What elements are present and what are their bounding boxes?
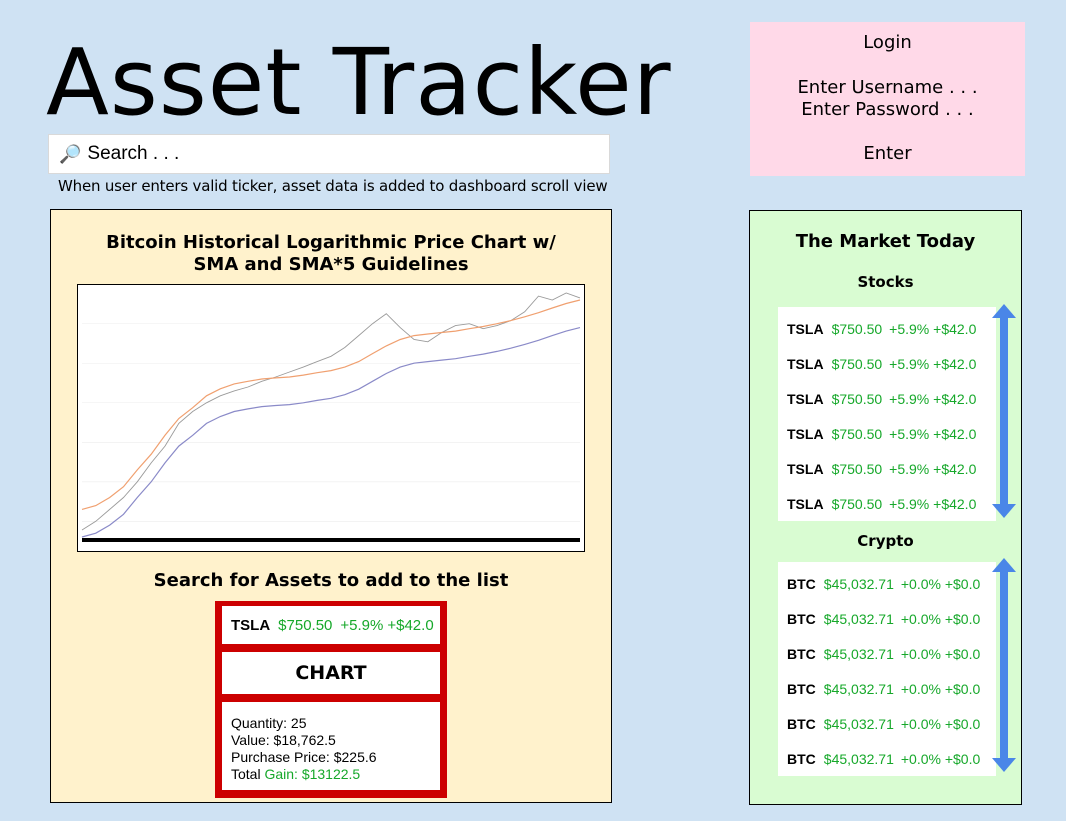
asset-list-title: Search for Assets to add to the list bbox=[153, 570, 509, 591]
crypto-row[interactable]: BTC $45,032.71 +0.0% +$0.0 bbox=[778, 601, 996, 636]
stock-row[interactable]: TSLA $750.50 +5.9% +$42.0 bbox=[778, 451, 996, 486]
login-title: Login bbox=[863, 32, 912, 53]
stock-price: $750.50 bbox=[831, 355, 883, 372]
stock-price: $750.50 bbox=[831, 390, 883, 407]
crypto-ticker: BTC bbox=[787, 750, 816, 767]
crypto-ticker: BTC bbox=[787, 680, 816, 697]
asset-change-abs: +$42.0 bbox=[387, 616, 434, 634]
asset-price: $750.50 bbox=[278, 616, 333, 634]
crypto-change: +0.0% +$0.0 bbox=[900, 610, 981, 627]
stock-row[interactable]: TSLA $750.50 +5.9% +$42.0 bbox=[778, 346, 996, 381]
stock-change: +5.9% +$42.0 bbox=[889, 495, 977, 512]
stock-ticker: TSLA bbox=[787, 320, 824, 337]
stock-row[interactable]: TSLA $750.50 +5.9% +$42.0 bbox=[778, 311, 996, 346]
stocks-title: Stocks bbox=[857, 273, 914, 291]
crypto-title: Crypto bbox=[857, 532, 914, 550]
stock-price: $750.50 bbox=[831, 425, 883, 442]
stock-change: +5.9% +$42.0 bbox=[889, 390, 977, 407]
stock-ticker: TSLA bbox=[787, 390, 824, 407]
sma-line bbox=[81, 327, 581, 538]
crypto-price: $45,032.71 bbox=[823, 575, 894, 592]
stocks-list[interactable]: TSLA $750.50 +5.9% +$42.0 TSLA $750.50 +5.9% … bbox=[778, 307, 996, 521]
price-line bbox=[81, 292, 581, 531]
stock-row[interactable]: TSLA $750.50 +5.9% +$42.0 bbox=[778, 486, 996, 521]
price-chart-svg bbox=[81, 292, 581, 542]
crypto-change: +0.0% +$0.0 bbox=[900, 645, 981, 662]
total-label: Total bbox=[231, 766, 265, 782]
asset-quantity: Quantity: 25 bbox=[231, 715, 307, 731]
market-title: The Market Today bbox=[795, 231, 976, 252]
stock-price: $750.50 bbox=[831, 460, 883, 477]
asset-total-gain: Total Gain: $13122.5 bbox=[231, 766, 440, 783]
crypto-row[interactable]: BTC $45,032.71 +0.0% +$0.0 bbox=[778, 566, 996, 601]
sma5-line bbox=[81, 299, 581, 510]
stocks-scroll-arrow-icon[interactable] bbox=[992, 304, 1016, 518]
login-enter-button[interactable]: Enter bbox=[863, 143, 912, 164]
stock-price: $750.50 bbox=[831, 320, 883, 337]
chart-grid bbox=[82, 323, 580, 522]
crypto-change: +0.0% +$0.0 bbox=[900, 750, 981, 767]
crypto-change: +0.0% +$0.0 bbox=[900, 575, 981, 592]
crypto-price: $45,032.71 bbox=[823, 680, 894, 697]
crypto-ticker: BTC bbox=[787, 715, 816, 732]
asset-value: Value: $18,762.5 bbox=[231, 732, 336, 748]
app-title: Asset Tracker bbox=[46, 29, 672, 136]
stock-ticker: TSLA bbox=[787, 355, 824, 372]
asset-purchase-price: Purchase Price: $225.6 bbox=[231, 749, 377, 765]
asset-ticker: TSLA bbox=[231, 616, 271, 634]
stock-ticker: TSLA bbox=[787, 425, 824, 442]
asset-change-pct: +5.9% bbox=[340, 616, 384, 634]
price-chart bbox=[77, 284, 585, 552]
search-input[interactable]: 🔎 Search . . . bbox=[48, 134, 610, 174]
crypto-price: $45,032.71 bbox=[823, 750, 894, 767]
crypto-row[interactable]: BTC $45,032.71 +0.0% +$0.0 bbox=[778, 671, 996, 706]
crypto-row[interactable]: BTC $45,032.71 +0.0% +$0.0 bbox=[778, 636, 996, 671]
password-field[interactable]: Enter Password . . . bbox=[801, 99, 974, 120]
chart-title: Bitcoin Historical Logarithmic Price Cha… bbox=[106, 232, 556, 275]
stock-change: +5.9% +$42.0 bbox=[889, 320, 977, 337]
gain-value: Gain: $13122.5 bbox=[264, 766, 361, 782]
crypto-ticker: BTC bbox=[787, 645, 816, 662]
stock-row[interactable]: TSLA $750.50 +5.9% +$42.0 bbox=[778, 381, 996, 416]
crypto-price: $45,032.71 bbox=[823, 715, 894, 732]
search-hint: When user enters valid ticker, asset dat… bbox=[58, 177, 608, 195]
crypto-price: $45,032.71 bbox=[823, 610, 894, 627]
magnifier-icon: 🔎 bbox=[59, 143, 82, 164]
market-panel: The Market Today Stocks TSLA $750.50 +5.9%… bbox=[749, 210, 1022, 805]
chart-lines bbox=[81, 292, 581, 538]
stock-price: $750.50 bbox=[831, 495, 883, 512]
crypto-row[interactable]: BTC $45,032.71 +0.0% +$0.0 bbox=[778, 706, 996, 741]
crypto-ticker: BTC bbox=[787, 610, 816, 627]
stock-change: +5.9% +$42.0 bbox=[889, 460, 977, 477]
login-panel: Login Enter Username . . . Enter Passwor… bbox=[750, 22, 1025, 176]
stock-row[interactable]: TSLA $750.50 +5.9% +$42.0 bbox=[778, 416, 996, 451]
stock-change: +5.9% +$42.0 bbox=[889, 355, 977, 372]
crypto-ticker: BTC bbox=[787, 575, 816, 592]
asset-card: TSLA $750.50 +5.9% +$42.0 CHART Quantity… bbox=[215, 601, 447, 798]
crypto-scroll-arrow-icon[interactable] bbox=[992, 558, 1016, 772]
crypto-change: +0.0% +$0.0 bbox=[900, 715, 981, 732]
dashboard-panel: Bitcoin Historical Logarithmic Price Cha… bbox=[50, 209, 612, 803]
crypto-change: +0.0% +$0.0 bbox=[900, 680, 981, 697]
stock-ticker: TSLA bbox=[787, 460, 824, 477]
crypto-list[interactable]: BTC $45,032.71 +0.0% +$0.0 BTC $45,032.71 +0.… bbox=[778, 562, 996, 776]
asset-card-header[interactable]: TSLA $750.50 +5.9% +$42.0 bbox=[222, 606, 440, 644]
crypto-price: $45,032.71 bbox=[823, 645, 894, 662]
crypto-row[interactable]: BTC $45,032.71 +0.0% +$0.0 bbox=[778, 741, 996, 776]
stock-change: +5.9% +$42.0 bbox=[889, 425, 977, 442]
chart-button[interactable]: CHART bbox=[222, 652, 440, 694]
username-field[interactable]: Enter Username . . . bbox=[797, 77, 978, 98]
stock-ticker: TSLA bbox=[787, 495, 824, 512]
x-axis-bar bbox=[82, 538, 580, 542]
asset-details: Quantity: 25 Value: $18,762.5 Purchase P… bbox=[222, 702, 440, 790]
search-placeholder: Search . . . bbox=[87, 143, 180, 164]
